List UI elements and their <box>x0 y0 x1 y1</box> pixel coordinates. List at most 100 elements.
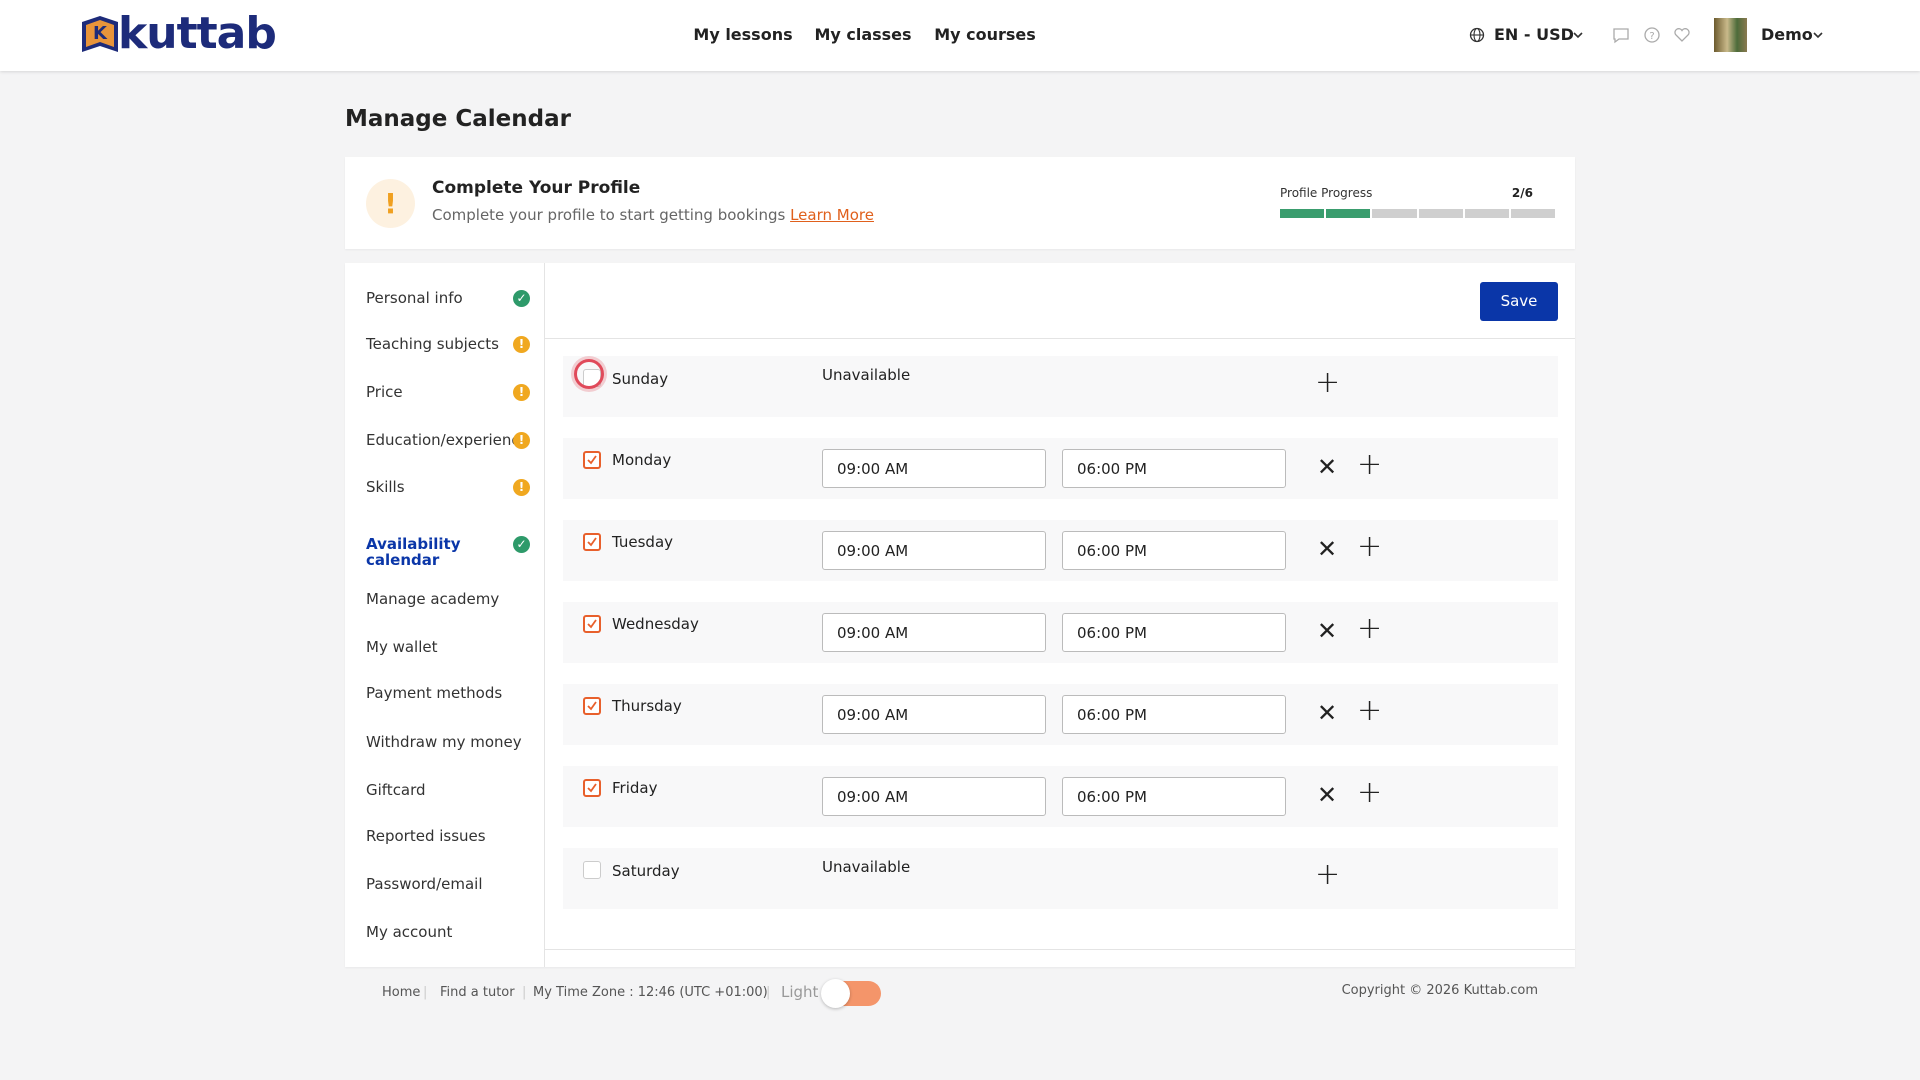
footer-link[interactable]: My Time Zone : 12:46 (UTC +01:00) <box>533 985 768 1000</box>
add-slot-button[interactable]: + <box>1357 611 1383 646</box>
day-row: Wednesday 09:00 AM 06:00 PM ✕ + <box>563 602 1558 663</box>
profile-text: Complete your profile to start getting b… <box>432 206 786 224</box>
divider <box>545 949 1575 950</box>
globe-icon[interactable] <box>1469 27 1485 43</box>
sidebar-item[interactable]: Availability calendar <box>366 535 461 569</box>
day-checkbox[interactable] <box>583 779 601 797</box>
progress-segment <box>1280 209 1325 218</box>
progress-segment <box>1464 209 1509 218</box>
remove-slot-button[interactable]: ✕ <box>1317 535 1338 563</box>
warning-icon: ! <box>513 432 530 449</box>
save-button[interactable]: Save <box>1480 282 1558 321</box>
remove-slot-button[interactable]: ✕ <box>1317 453 1338 481</box>
remove-slot-button[interactable]: ✕ <box>1317 699 1338 727</box>
day-name: Wednesday <box>612 615 699 633</box>
day-name: Tuesday <box>612 533 674 551</box>
status-text: Unavailable <box>822 366 911 384</box>
complete-icon: ✓ <box>513 536 530 553</box>
chevron <box>1573 32 1583 39</box>
sidebar-item[interactable]: Personal info <box>366 289 463 307</box>
sidebar-item[interactable]: Teaching subjects <box>366 335 499 353</box>
add-slot-button[interactable]: + <box>1357 447 1383 482</box>
progress-bar <box>1280 209 1556 218</box>
time-from-input[interactable]: 09:00 AM <box>822 449 1046 488</box>
day-checkbox[interactable] <box>583 451 601 469</box>
sidebar-item[interactable]: Reported issues <box>366 827 486 845</box>
sidebar-item[interactable]: Price <box>366 383 403 401</box>
time-to-input[interactable]: 06:00 PM <box>1062 531 1286 570</box>
separator: | <box>522 985 527 1000</box>
help-icon[interactable]: ? <box>1643 26 1661 44</box>
add-slot-button[interactable]: + <box>1357 693 1383 728</box>
time-to-input[interactable]: 06:00 PM <box>1062 449 1286 488</box>
progress-segment <box>1418 209 1463 218</box>
sidebar-item[interactable]: Giftcard <box>366 781 426 799</box>
complete-icon: ✓ <box>513 290 530 307</box>
time-from-input[interactable]: 09:00 AM <box>822 613 1046 652</box>
time-from-input[interactable]: 09:00 AM <box>822 695 1046 734</box>
footer-link[interactable]: Home <box>382 985 421 1000</box>
logo-initial: K <box>93 23 108 44</box>
sidebar-item[interactable]: Skills <box>366 478 405 496</box>
warning-icon: ! <box>513 479 530 496</box>
day-row: Sunday Unavailable + <box>563 356 1558 417</box>
theme-label: Light <box>781 983 819 1001</box>
sidebar-item[interactable]: My account <box>366 923 453 941</box>
day-checkbox[interactable] <box>583 533 601 551</box>
footer-link[interactable]: Find a tutor <box>440 985 515 1000</box>
sidebar-item[interactable]: My wallet <box>366 638 438 656</box>
svg-text:?: ? <box>1649 31 1654 42</box>
day-row: Thursday 09:00 AM 06:00 PM ✕ + <box>563 684 1558 745</box>
sidebar-item[interactable]: Withdraw my money <box>366 733 522 751</box>
time-to-input[interactable]: 06:00 PM <box>1062 613 1286 652</box>
avatar[interactable] <box>1714 18 1747 52</box>
sidebar-item[interactable]: Password/email <box>366 875 483 893</box>
nav-link[interactable]: My classes <box>814 25 912 44</box>
divider <box>544 263 545 967</box>
warning-icon: ! <box>513 336 530 353</box>
add-slot-button[interactable]: + <box>1357 775 1383 810</box>
day-name: Thursday <box>612 697 682 715</box>
sidebar-item[interactable]: Education/experience <box>366 431 529 449</box>
remove-slot-button[interactable]: ✕ <box>1317 781 1338 809</box>
warning-icon: ! <box>366 179 415 228</box>
day-checkbox[interactable] <box>583 861 601 879</box>
language[interactable]: EN - USD <box>1494 25 1574 44</box>
day-checkbox[interactable] <box>583 615 601 633</box>
nav-link[interactable]: My lessons <box>693 25 793 44</box>
day-name: Friday <box>612 779 658 797</box>
add-slot-button[interactable]: + <box>1357 529 1383 564</box>
add-slot-button[interactable]: + <box>1315 365 1341 400</box>
separator: | <box>766 985 771 1000</box>
header: K kuttab EN - USD ? Demo My lessons My cl… <box>0 0 1920 71</box>
profile-card: ! Complete Your Profile Complete your pr… <box>345 157 1575 249</box>
settings-card: Save Personal info ✓ Teaching subjects! Pri… <box>345 263 1575 967</box>
time-to-input[interactable]: 06:00 PM <box>1062 777 1286 816</box>
separator: | <box>423 985 428 1000</box>
messages-icon[interactable] <box>1612 26 1630 44</box>
toggle-knob[interactable] <box>821 979 850 1008</box>
time-from-input[interactable]: 09:00 AM <box>822 777 1046 816</box>
day-checkbox[interactable] <box>583 697 601 715</box>
learn-more-link[interactable]: Learn More <box>790 206 874 224</box>
time-from-input[interactable]: 09:00 AM <box>822 531 1046 570</box>
progress-segment <box>1510 209 1556 218</box>
time-to-input[interactable]: 06:00 PM <box>1062 695 1286 734</box>
favorites-icon[interactable] <box>1673 26 1691 44</box>
day-name: Sunday <box>612 370 669 388</box>
progress-segment <box>1372 209 1417 218</box>
sidebar-item[interactable]: Payment methods <box>366 684 503 702</box>
nav-link[interactable]: My courses <box>934 25 1036 44</box>
progress-label: Profile Progress <box>1280 186 1373 200</box>
copyright: Copyright © 2026 Kuttab.com <box>1341 983 1538 998</box>
progress-value: 2/6 <box>1511 186 1533 200</box>
sidebar-item[interactable]: Manage academy <box>366 590 500 608</box>
remove-slot-button[interactable]: ✕ <box>1317 617 1338 645</box>
warning-icon: ! <box>513 384 530 401</box>
user-name[interactable]: Demo <box>1761 25 1813 44</box>
logo[interactable]: kuttab <box>118 8 277 59</box>
add-slot-button[interactable]: + <box>1315 857 1341 892</box>
logo-icon[interactable]: K <box>78 14 122 56</box>
